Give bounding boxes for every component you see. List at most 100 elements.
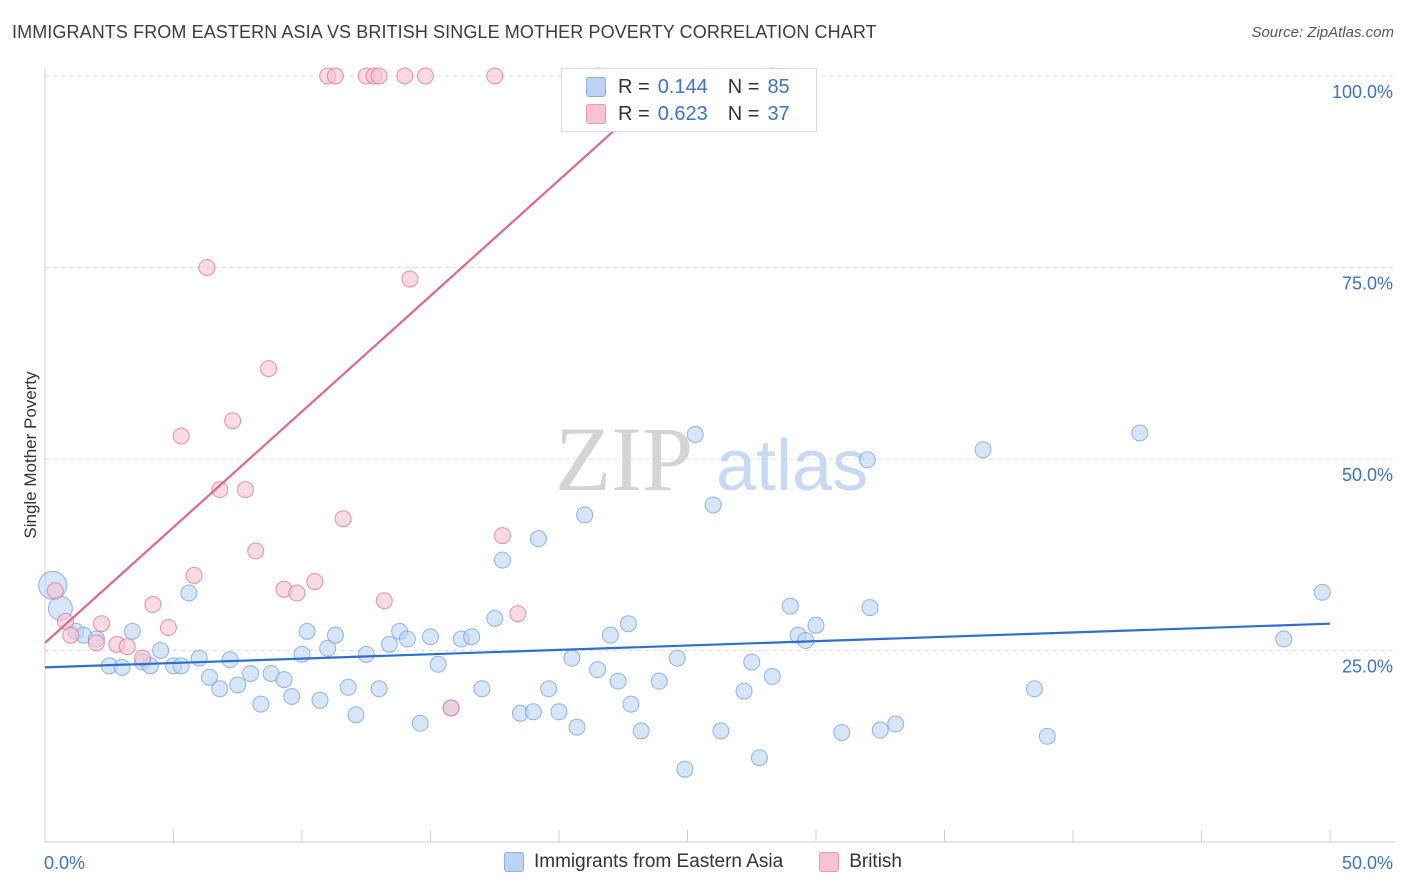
point-eastern-asia [609, 672, 627, 690]
y-tick-label: 75.0% [1342, 274, 1393, 294]
point-british [416, 67, 434, 85]
point-eastern-asia [1275, 630, 1293, 648]
point-eastern-asia [123, 622, 141, 640]
point-eastern-asia [1131, 424, 1149, 442]
legend-item-eastern-asia[interactable]: Immigrants from Eastern Asia [504, 851, 783, 873]
legend-swatch-pink [586, 104, 606, 124]
watermark-zip: ZIP [555, 408, 693, 510]
legend-item-british[interactable]: British [819, 851, 902, 873]
point-british [401, 270, 419, 288]
point-eastern-asia [200, 668, 218, 686]
trend-lines [44, 75, 1331, 669]
point-eastern-asia [275, 671, 293, 689]
point-eastern-asia [463, 628, 481, 646]
point-british [334, 510, 352, 528]
point-british [493, 527, 511, 545]
legend-n-value: 85 [767, 75, 790, 98]
legend-label: Immigrants from Eastern Asia [534, 851, 784, 872]
legend-r-label: R = [618, 75, 650, 98]
point-eastern-asia [568, 718, 586, 736]
point-british [46, 582, 64, 600]
point-eastern-asia [298, 622, 316, 640]
point-british [159, 619, 177, 637]
legend-swatch-pink [819, 852, 840, 872]
point-eastern-asia [380, 635, 398, 653]
point-eastern-asia [550, 703, 568, 721]
legend-swatch-blue [504, 852, 524, 872]
point-eastern-asia [529, 530, 547, 548]
x-tick-label: 50.0% [1342, 853, 1393, 873]
point-british [224, 412, 242, 430]
chart-title: IMMIGRANTS FROM EASTERN ASIA VS BRITISH … [12, 22, 877, 42]
x-tick-label: 0.0% [44, 853, 85, 873]
point-british [185, 566, 203, 584]
point-british [87, 634, 105, 652]
point-eastern-asia [283, 687, 301, 705]
tick-labels: 25.0% 50.0% 75.0% 100.0% 0.0% 50.0% [44, 82, 1393, 873]
point-eastern-asia [858, 451, 876, 469]
point-eastern-asia [833, 723, 851, 741]
point-eastern-asia [871, 721, 889, 739]
point-eastern-asia [311, 691, 329, 709]
point-eastern-asia [763, 668, 781, 686]
point-eastern-asia [190, 649, 208, 667]
point-eastern-asia [180, 584, 198, 602]
grid-lines [45, 75, 1395, 651]
point-british [396, 67, 414, 85]
point-eastern-asia [172, 657, 190, 675]
point-eastern-asia [743, 653, 761, 671]
legend-n-label: N = [727, 75, 760, 98]
legend-r-label: R = [618, 102, 650, 125]
point-eastern-asia [861, 599, 879, 617]
point-eastern-asia [622, 695, 640, 713]
y-tick-label: 50.0% [1342, 465, 1393, 485]
point-eastern-asia [211, 680, 229, 698]
point-british [442, 699, 460, 717]
point-eastern-asia [887, 715, 905, 733]
data-points [38, 67, 1331, 778]
point-eastern-asia [347, 706, 365, 724]
point-eastern-asia [357, 645, 375, 663]
y-tick-label: 100.0% [1332, 82, 1393, 102]
point-eastern-asia [326, 626, 344, 644]
point-eastern-asia [422, 628, 439, 646]
point-eastern-asia [242, 664, 260, 682]
point-eastern-asia [589, 661, 607, 679]
point-british [370, 67, 388, 85]
point-eastern-asia [1313, 583, 1331, 601]
point-british [247, 542, 265, 560]
point-eastern-asia [252, 695, 270, 713]
watermark-atlas: atlas [716, 426, 868, 506]
series-legend: Immigrants from Eastern Asia British [0, 851, 1406, 873]
legend-n-value: 37 [767, 102, 790, 125]
point-eastern-asia [563, 649, 581, 667]
point-british [306, 573, 324, 591]
point-eastern-asia [221, 651, 239, 669]
point-eastern-asia [750, 749, 768, 767]
point-eastern-asia [668, 649, 686, 667]
point-eastern-asia [601, 626, 619, 644]
point-eastern-asia [576, 506, 594, 524]
point-eastern-asia [735, 682, 753, 700]
point-eastern-asia [293, 645, 311, 663]
point-eastern-asia [113, 658, 131, 676]
axes [44, 68, 1395, 843]
source-credit: Source: ZipAtlas.com [1251, 24, 1394, 41]
legend-label: British [849, 851, 902, 872]
point-british [509, 605, 527, 623]
point-eastern-asia [704, 496, 722, 514]
y-tick-label: 25.0% [1342, 657, 1393, 677]
legend-r-value: 0.144 [657, 75, 708, 98]
point-eastern-asia [676, 760, 694, 778]
point-eastern-asia [370, 680, 388, 698]
y-axis-label: Single Mother Poverty [21, 371, 40, 539]
point-british [236, 481, 254, 499]
point-eastern-asia [486, 609, 504, 627]
point-british [211, 481, 229, 499]
point-british [486, 67, 504, 85]
watermark: ZIP atlas [555, 408, 868, 510]
point-british [118, 638, 136, 656]
point-british [62, 626, 80, 644]
point-british [144, 596, 162, 614]
legend-n-label: N = [727, 102, 760, 125]
